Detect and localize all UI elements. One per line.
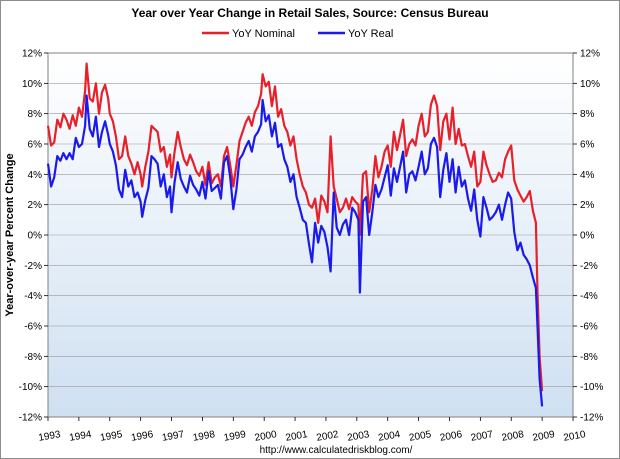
y-axis-right: 12% 10% 8% 6% 4% 2% 0% -2% -4% -6% -8% -10% -12% <box>573 49 603 424</box>
series-line-nominal <box>46 62 544 392</box>
y-tick-label-left: 12% <box>22 49 42 60</box>
x-tick-label: 1993 <box>38 429 62 444</box>
x-tick-label: 2003 <box>346 429 370 444</box>
x-axis: 1993 1994 1995 1996 1997 1998 1999 2000 2001 2002… <box>38 417 587 444</box>
x-tick-label: 2001 <box>285 429 309 444</box>
y-tick-label-right: -8% <box>580 352 598 363</box>
x-tick-label: 1995 <box>99 429 123 444</box>
x-tick-label: 2005 <box>408 429 432 444</box>
series-lines <box>46 62 544 407</box>
x-tick-label: 2009 <box>532 429 556 444</box>
x-tick-label: 2010 <box>563 429 587 444</box>
x-tick-label: 2008 <box>501 429 525 444</box>
y-tick-label-left: 6% <box>28 140 43 151</box>
y-tick-label-left: 10% <box>22 79 42 90</box>
x-tick-label: 1999 <box>223 429 247 444</box>
x-tick-label: 1994 <box>69 429 93 444</box>
legend: YoY Nominal YoY Real <box>202 28 393 40</box>
legend-label-nominal: YoY Nominal <box>232 28 295 40</box>
y-tick-label-right: -2% <box>580 261 598 272</box>
y-tick-label-left: -8% <box>24 352 42 363</box>
x-tick-label: 2007 <box>470 429 494 444</box>
y-tick-label-right: -4% <box>580 291 598 302</box>
x-tick-label: 2002 <box>316 429 340 444</box>
y-tick-label-left: -10% <box>19 382 42 393</box>
y-tick-label-left: 8% <box>28 109 43 120</box>
y-tick-label-right: 6% <box>580 140 595 151</box>
x-tick-label: 2000 <box>254 429 278 444</box>
y-tick-label-left: -4% <box>24 291 42 302</box>
y-tick-label-left: 4% <box>28 170 43 181</box>
y-tick-label-right: 4% <box>580 170 595 181</box>
y-tick-label-right: -6% <box>580 322 598 333</box>
y-tick-label-right: 12% <box>580 49 600 60</box>
y-tick-label-right: 2% <box>580 200 595 211</box>
y-tick-label-left: 2% <box>28 200 43 211</box>
y-axis-left: 12% 10% 8% 6% 4% 2% 0% -2% -4% -6% -8% -10% -12% <box>19 49 48 424</box>
x-tick-label: 2004 <box>377 429 401 444</box>
y-tick-label-left: 0% <box>28 231 43 242</box>
y-tick-label-left: -2% <box>24 261 42 272</box>
x-tick-label: 2006 <box>439 429 463 444</box>
y-tick-label-right: 10% <box>580 79 600 90</box>
y-axis-label: Year-over-year Percent Change <box>4 153 16 316</box>
y-tick-label-left: -6% <box>24 322 42 333</box>
source-url: http://www.calculatedriskblog.com/ <box>260 445 413 456</box>
legend-label-real: YoY Real <box>348 28 393 40</box>
series-line-real <box>46 94 544 407</box>
y-tick-label-right: -10% <box>580 382 603 393</box>
x-tick-label: 1996 <box>130 429 154 444</box>
y-tick-label-left: -12% <box>19 413 42 424</box>
y-tick-label-right: 8% <box>580 109 595 120</box>
x-tick-label: 1997 <box>161 429 185 444</box>
y-tick-label-right: -12% <box>580 413 603 424</box>
y-tick-label-right: 0% <box>580 231 595 242</box>
x-tick-label: 1998 <box>192 429 216 444</box>
chart-title: Year over Year Change in Retail Sales, S… <box>131 6 488 20</box>
